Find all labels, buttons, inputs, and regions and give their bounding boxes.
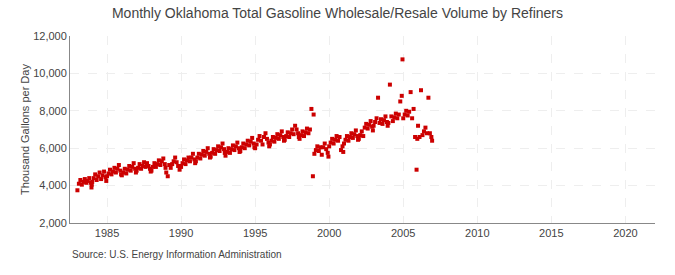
svg-text:2015: 2015 <box>539 227 563 239</box>
svg-text:Source: U.S. Energy Informatio: Source: U.S. Energy Information Administ… <box>72 249 282 260</box>
svg-text:4,000: 4,000 <box>39 179 67 191</box>
svg-text:2010: 2010 <box>465 227 489 239</box>
svg-text:2005: 2005 <box>391 227 415 239</box>
svg-text:1985: 1985 <box>95 227 119 239</box>
svg-text:2,000: 2,000 <box>39 217 67 229</box>
svg-text:10,000: 10,000 <box>33 67 67 79</box>
svg-text:2020: 2020 <box>613 227 637 239</box>
svg-text:1990: 1990 <box>169 227 193 239</box>
svg-text:2000: 2000 <box>317 227 341 239</box>
svg-text:Thousand Gallons per Day: Thousand Gallons per Day <box>19 64 31 195</box>
svg-text:1995: 1995 <box>243 227 267 239</box>
svg-text:6,000: 6,000 <box>39 142 67 154</box>
svg-text:Monthly Oklahoma Total Gasolin: Monthly Oklahoma Total Gasoline Wholesal… <box>112 5 563 21</box>
svg-text:8,000: 8,000 <box>39 105 67 117</box>
svg-text:12,000: 12,000 <box>33 30 67 42</box>
